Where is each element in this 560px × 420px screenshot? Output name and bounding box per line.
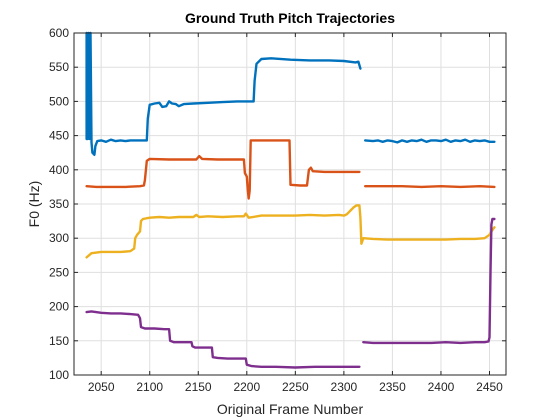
y-tick-label: 250 [49, 265, 69, 279]
y-tick-label: 550 [49, 60, 69, 74]
x-axis-title: Original Frame Number [217, 401, 364, 417]
x-axis-ticks: 2050 2100 2150 2200 2250 2300 2350 2400 2450 [88, 33, 503, 394]
y-tick-label: 600 [49, 26, 69, 40]
x-tick-label: 2300 [331, 380, 358, 394]
y-tick-label: 100 [49, 368, 69, 382]
x-tick-label: 2200 [233, 380, 260, 394]
x-tick-label: 2050 [88, 380, 115, 394]
series-line-3 [85, 204, 496, 259]
series-line-1 [85, 31, 496, 156]
y-tick-label: 500 [49, 94, 69, 108]
y-axis-ticks: 100 150 200 250 300 350 400 450 500 550 600 [49, 26, 506, 382]
y-tick-label: 200 [49, 300, 69, 314]
x-tick-label: 2350 [379, 380, 406, 394]
y-tick-label: 400 [49, 163, 69, 177]
y-tick-label: 300 [49, 231, 69, 245]
x-tick-label: 2400 [428, 380, 455, 394]
x-tick-label: 2150 [185, 380, 212, 394]
y-axis-title: F0 (Hz) [26, 181, 42, 228]
y-tick-label: 150 [49, 334, 69, 348]
grid [74, 32, 506, 376]
series-layer [85, 31, 496, 369]
y-tick-label: 350 [49, 197, 69, 211]
x-tick-label: 2100 [136, 380, 163, 394]
series-line-2 [85, 139, 496, 200]
x-tick-label: 2450 [476, 380, 503, 394]
series-line-4 [85, 217, 496, 369]
chart-title: Ground Truth Pitch Trajectories [185, 10, 395, 26]
y-tick-label: 450 [49, 129, 69, 143]
x-tick-label: 2250 [282, 380, 309, 394]
